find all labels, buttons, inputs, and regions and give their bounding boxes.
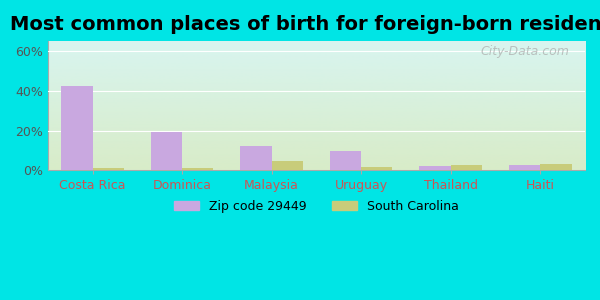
- Bar: [419, 166, 451, 170]
- Title: Most common places of birth for foreign-born residents: Most common places of birth for foreign-…: [10, 15, 600, 34]
- Bar: [451, 165, 482, 170]
- Bar: [240, 146, 272, 170]
- Text: City-Data.com: City-Data.com: [480, 45, 569, 58]
- Bar: [61, 86, 92, 170]
- Bar: [509, 165, 540, 170]
- Bar: [272, 161, 303, 170]
- Bar: [92, 168, 124, 170]
- Legend: Zip code 29449, South Carolina: Zip code 29449, South Carolina: [169, 195, 464, 218]
- Bar: [182, 168, 214, 170]
- Bar: [540, 164, 572, 170]
- Bar: [151, 133, 182, 170]
- Bar: [330, 152, 361, 170]
- Bar: [361, 167, 392, 170]
